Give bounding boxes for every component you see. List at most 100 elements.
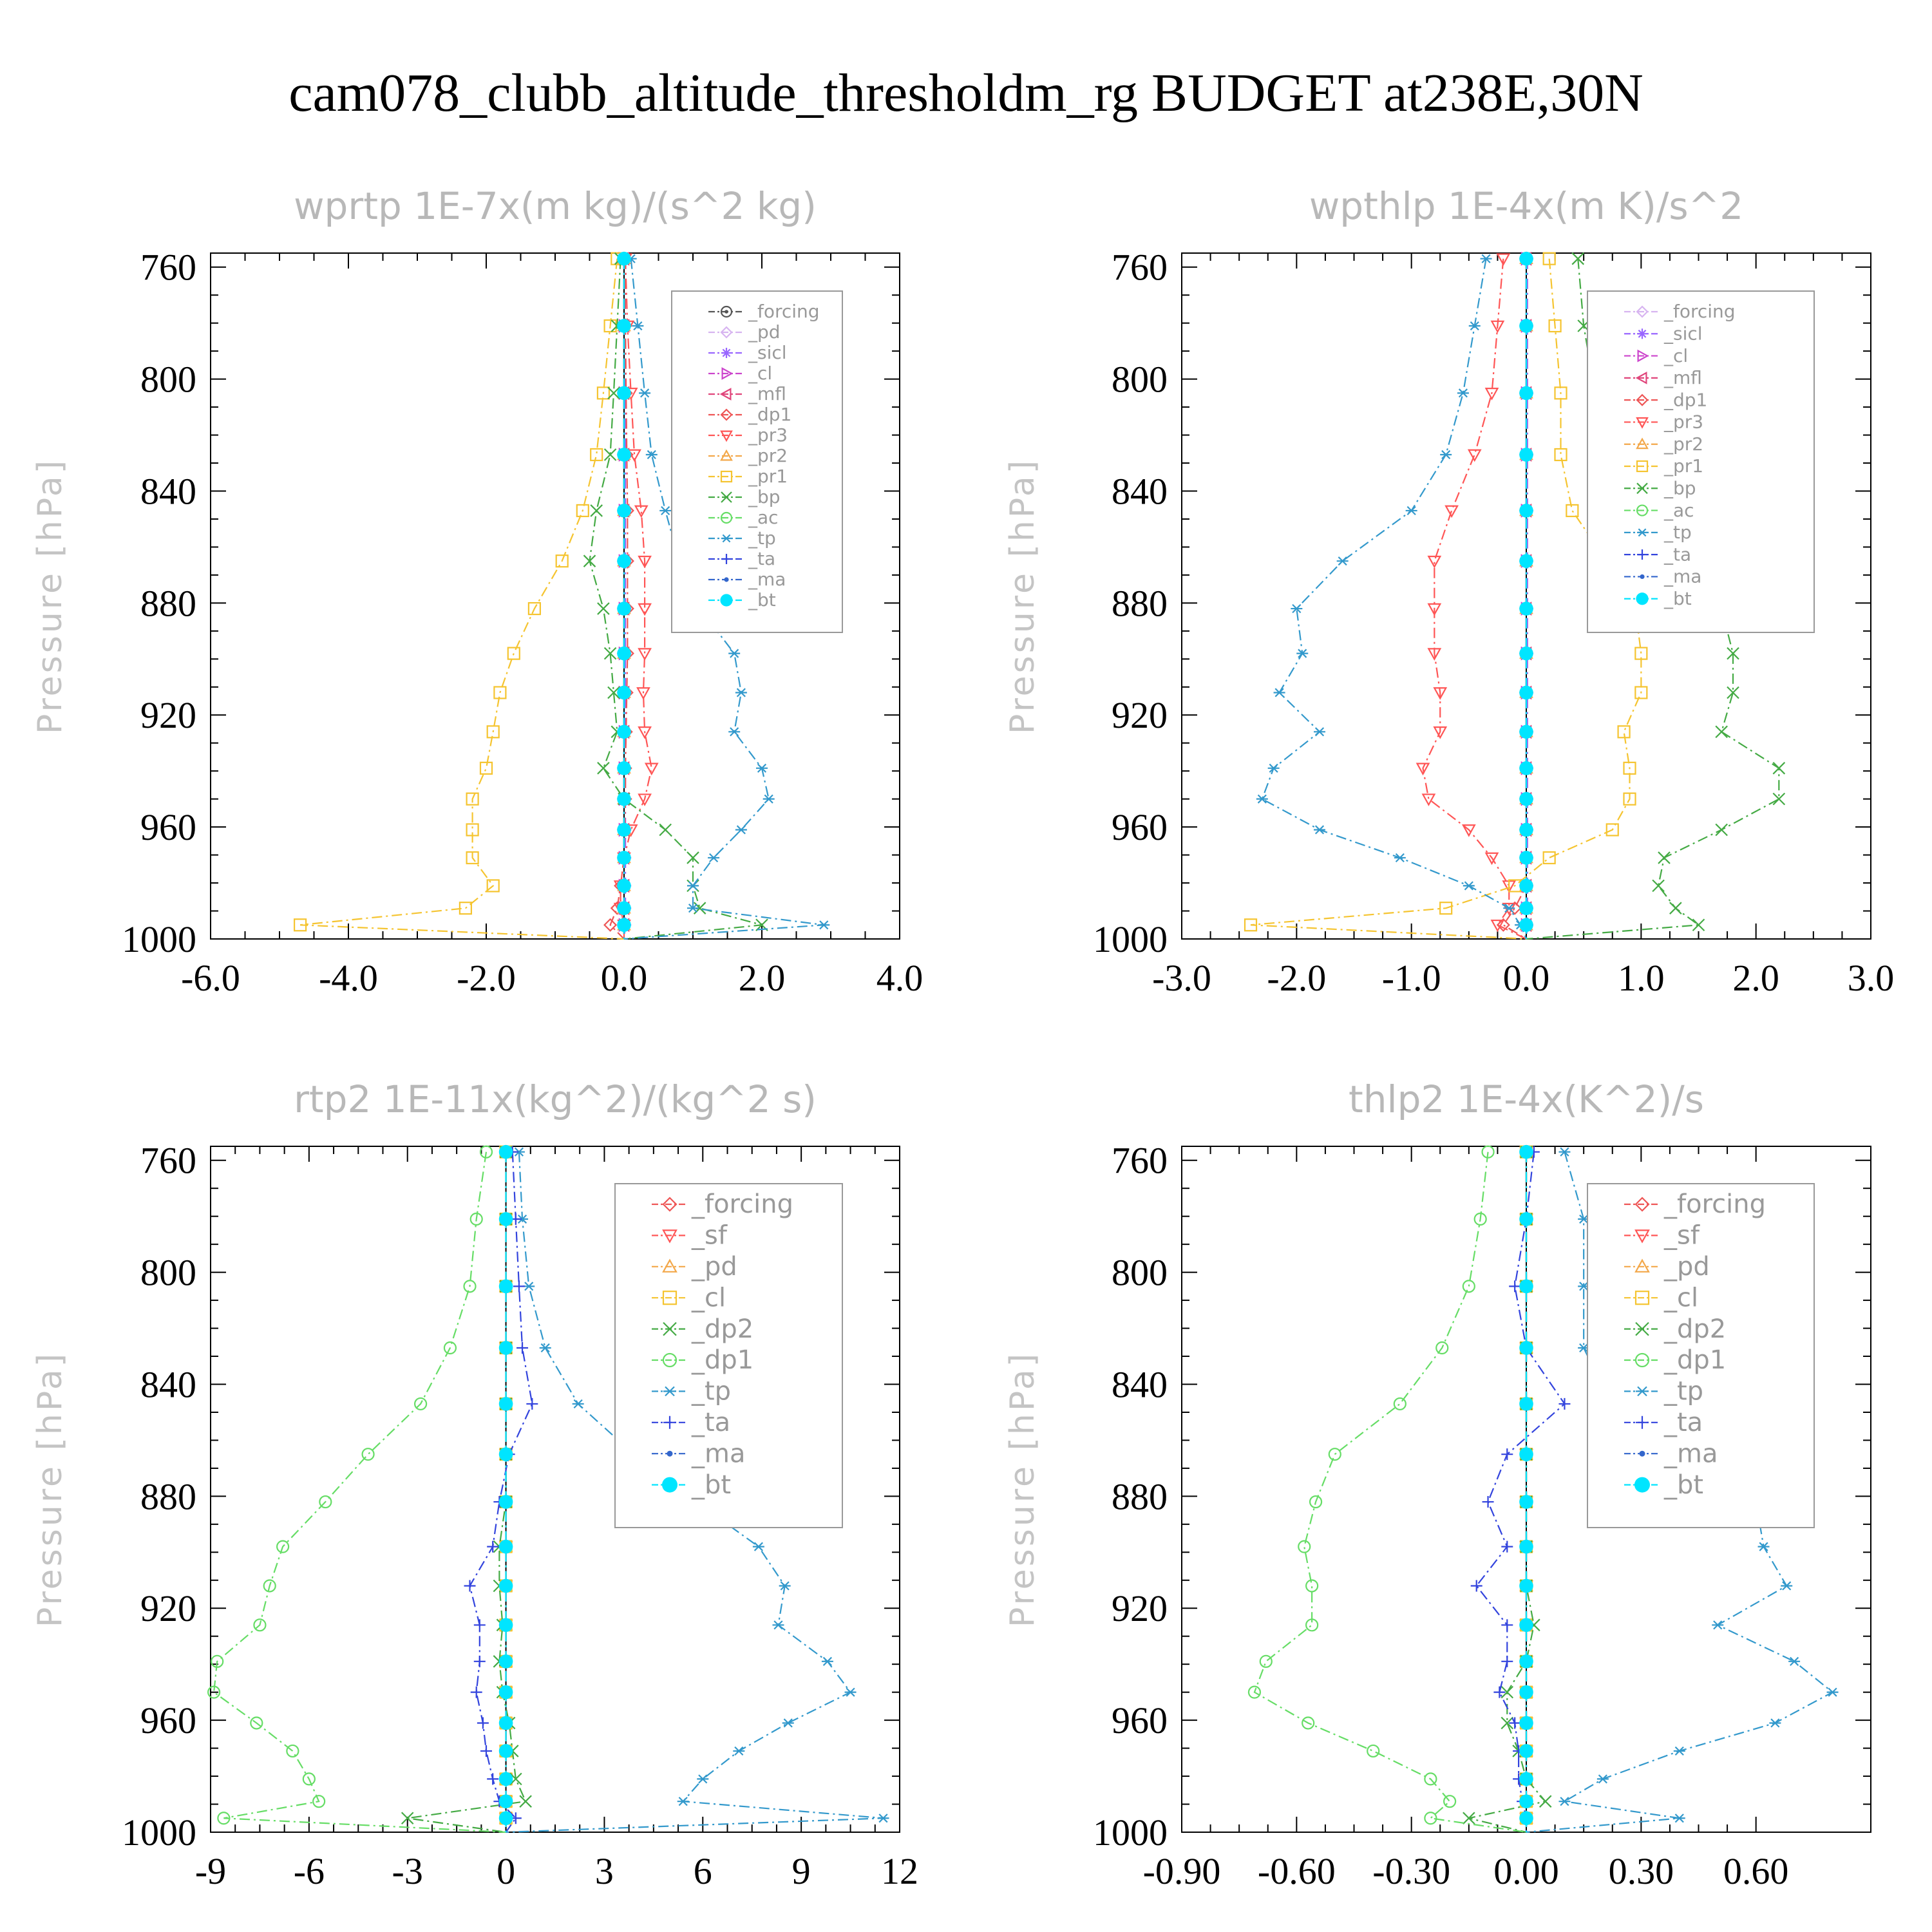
data-point — [1519, 1772, 1533, 1786]
legend-swatch-marker — [1636, 1386, 1649, 1397]
data-point — [728, 649, 741, 658]
legend-swatch-marker — [1634, 1352, 1650, 1368]
x-tick-label: -2.0 — [457, 957, 516, 999]
y-tick-label: 920 — [1112, 694, 1168, 736]
x-tick-label: 2.0 — [1732, 957, 1779, 999]
series-line — [1525, 258, 1528, 940]
data-point — [617, 724, 631, 739]
data-point — [1772, 762, 1786, 775]
data-point — [1652, 879, 1665, 893]
data-point — [590, 448, 603, 462]
data-point — [509, 1772, 522, 1786]
legend-swatch-marker — [724, 577, 729, 582]
data-point — [636, 687, 650, 700]
legend-swatch-marker — [720, 326, 733, 339]
x-tick-label: -0.60 — [1258, 1850, 1336, 1892]
legend-swatch-marker — [720, 594, 733, 607]
legend-entry: _bt — [691, 1470, 731, 1500]
data-point — [1519, 1447, 1533, 1461]
data-point — [1788, 1656, 1801, 1666]
data-point — [473, 1655, 486, 1667]
x-tick-label: 3.0 — [1848, 957, 1895, 999]
x-tick-label: 0.0 — [1503, 957, 1550, 999]
data-point — [638, 555, 652, 569]
data-point — [1457, 388, 1469, 398]
data-point — [513, 1280, 525, 1293]
data-point — [498, 1811, 513, 1826]
legend-swatch-marker — [1635, 1321, 1649, 1336]
data-point — [752, 1542, 764, 1551]
data-point — [463, 1280, 477, 1293]
series-line — [620, 258, 652, 939]
legend-entry: _pr3 — [1663, 412, 1703, 433]
data-point — [583, 554, 596, 567]
legend-entry: _ma — [1663, 1439, 1718, 1468]
chart-panel-3: rtp2 1E-11x(kg^2)/(kg^2 s) Pressure [hPa]… — [31, 1077, 918, 1892]
data-point — [572, 1399, 584, 1408]
legend-entry: _sicl — [1663, 323, 1703, 345]
x-tick-label: -9 — [195, 1850, 226, 1892]
data-point — [733, 1746, 745, 1756]
data-point — [319, 1495, 332, 1509]
x-tick-label: 0.00 — [1493, 1850, 1559, 1892]
series-dp1 — [1247, 1145, 1527, 1833]
series-line — [1526, 1151, 1834, 1833]
series-bt — [1519, 1144, 1533, 1832]
legend-swatch-marker — [1637, 328, 1647, 339]
data-point — [1501, 1619, 1513, 1631]
data-point — [263, 1579, 276, 1593]
data-point — [1519, 878, 1533, 893]
legend-entry: _ta — [691, 1408, 730, 1437]
data-point — [487, 1773, 499, 1785]
legend-swatch-marker — [721, 554, 732, 564]
data-point — [1482, 1496, 1494, 1508]
data-point — [1427, 648, 1442, 661]
data-point — [527, 601, 542, 616]
data-point — [1405, 506, 1417, 515]
data-point — [1468, 321, 1481, 331]
series-line — [1250, 258, 1642, 940]
x-tick-label: 0.0 — [601, 957, 648, 999]
data-point — [477, 1717, 489, 1729]
data-point — [779, 1581, 791, 1591]
legend-entry: _pr3 — [748, 424, 788, 446]
series-bt — [1519, 251, 1533, 939]
legend-entry: _tp — [691, 1377, 731, 1406]
series-line — [589, 258, 762, 940]
data-point — [1328, 1448, 1341, 1461]
chart-panel-4: thlp2 1E-4x(K^2)/s Pressure [hPa] 760 800 84… — [1003, 1077, 1871, 1892]
legend-swatch-marker — [1634, 1229, 1650, 1244]
data-point — [464, 1580, 476, 1592]
legend-entry: _ta — [1663, 544, 1691, 565]
data-point — [312, 1795, 326, 1808]
data-point — [217, 1812, 231, 1825]
legend-swatch-marker — [1636, 482, 1648, 495]
data-point — [1484, 852, 1499, 866]
y-tick-label: 760 — [140, 1140, 196, 1182]
legend-entry: _tp — [1663, 1377, 1703, 1406]
legend-entry: _sicl — [748, 342, 787, 363]
data-point — [1826, 1687, 1839, 1697]
x-tick-label: 12 — [881, 1850, 918, 1892]
data-point — [735, 825, 747, 835]
panel-title: wprtp 1E-7x(m kg)/(s^2 kg) — [294, 184, 817, 228]
data-point — [590, 504, 603, 517]
chart-panel-1: wprtp 1E-7x(m kg)/(s^2 kg) Pressure [hPa]… — [31, 184, 923, 999]
data-point — [519, 1795, 532, 1808]
data-point — [1309, 1495, 1323, 1509]
chart-panel-2: wpthlp 1E-4x(m K)/s^2 Pressure [hPa] 760 80… — [1003, 184, 1894, 999]
figure-title: cam078_clubb_altitude_thresholdm_rg BUDG… — [289, 63, 1643, 123]
data-point — [617, 504, 631, 518]
data-point — [617, 761, 631, 775]
data-point — [1519, 1539, 1533, 1554]
data-point — [697, 1774, 709, 1784]
data-point — [1501, 1448, 1513, 1461]
legend-entry: _dp2 — [1663, 1314, 1726, 1344]
data-point — [687, 851, 699, 864]
data-point — [1256, 794, 1268, 804]
data-point — [486, 879, 500, 893]
data-point — [498, 1397, 513, 1411]
x-tick-label: 0.30 — [1609, 1850, 1674, 1892]
data-point — [772, 1620, 784, 1630]
data-point — [677, 1797, 689, 1806]
